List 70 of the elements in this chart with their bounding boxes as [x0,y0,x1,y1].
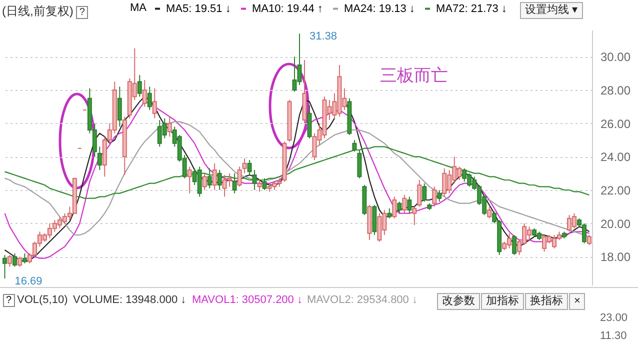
candlestick [97,146,102,170]
text: 设置均线 ▾ [520,2,583,19]
candlestick [512,234,517,256]
text: × [569,293,586,310]
annotation: 三板而亡 [380,66,448,85]
legend-label: MA5: 19.51 ↓ [166,2,231,15]
candlestick [437,190,442,202]
candlestick [142,80,147,108]
y-tick-label: 30.00 [600,50,631,64]
candlestick [147,86,152,110]
legend-label: MA72: 21.73 ↓ [436,2,507,15]
candlestick [137,74,142,98]
text: VOL(5,10) [17,294,68,306]
candlestick [412,206,417,226]
candlestick [187,166,192,194]
candlestick [487,206,492,219]
text: 加指标 [481,293,524,310]
candlestick [357,150,362,179]
candlestick [207,168,212,189]
candlestick [232,172,237,194]
candlestick [587,234,592,246]
candlestick [247,160,252,176]
candlestick [392,196,397,219]
text: VOLUME: 13948.000 ↓ [73,294,186,306]
candlestick [257,180,262,192]
text: 改参数 [437,293,480,310]
help-icon: ? [3,294,15,307]
candlestick [402,194,407,214]
text: MAVOL2: 29534.800 ↓ [307,294,418,306]
candlestick [417,180,422,208]
candlestick [2,254,7,279]
legend-label: MA24: 19.13 ↓ [344,2,415,15]
annotation: 16.69 [14,276,42,288]
legend-title: MA [130,2,148,14]
candlestick [387,208,392,219]
y-tick-label: 28.00 [600,84,631,98]
candlestick [212,162,217,190]
chart-title: (日线,前复权) [2,4,74,18]
text: 23.00 [600,312,628,324]
y-tick-label: 18.00 [600,250,631,264]
legend-label: MA10: 19.44 ↑ [252,2,323,15]
candlestick [307,104,312,139]
candlestick [252,170,257,190]
candlestick [407,196,412,214]
line-series [4,121,590,238]
text: 11.30 [600,330,627,342]
candlestick [12,252,17,268]
y-tick-label: 24.00 [600,150,631,164]
y-tick-label: 22.00 [600,184,631,198]
candlestick [117,86,122,128]
candlestick [202,172,207,190]
candlestick [152,88,157,119]
candlestick [242,158,247,174]
candlestick [432,186,437,208]
annotation: 31.38 [310,30,338,43]
candlestick [262,178,267,190]
candlestick [167,116,172,138]
candlestick [7,254,12,268]
y-tick-label: 20.00 [600,216,631,231]
candlestick [17,256,22,268]
candlestick [237,166,242,188]
candlestick [422,182,427,202]
candlestick [352,140,357,152]
text: 换指标 [525,293,568,310]
candlestick [397,201,402,214]
help-icon: ? [76,6,88,19]
candlestick [217,170,222,190]
text: MAVOL1: 30507.200 ↓ [192,294,302,306]
candlestick [22,252,27,264]
y-tick-label: 26.00 [600,116,631,131]
